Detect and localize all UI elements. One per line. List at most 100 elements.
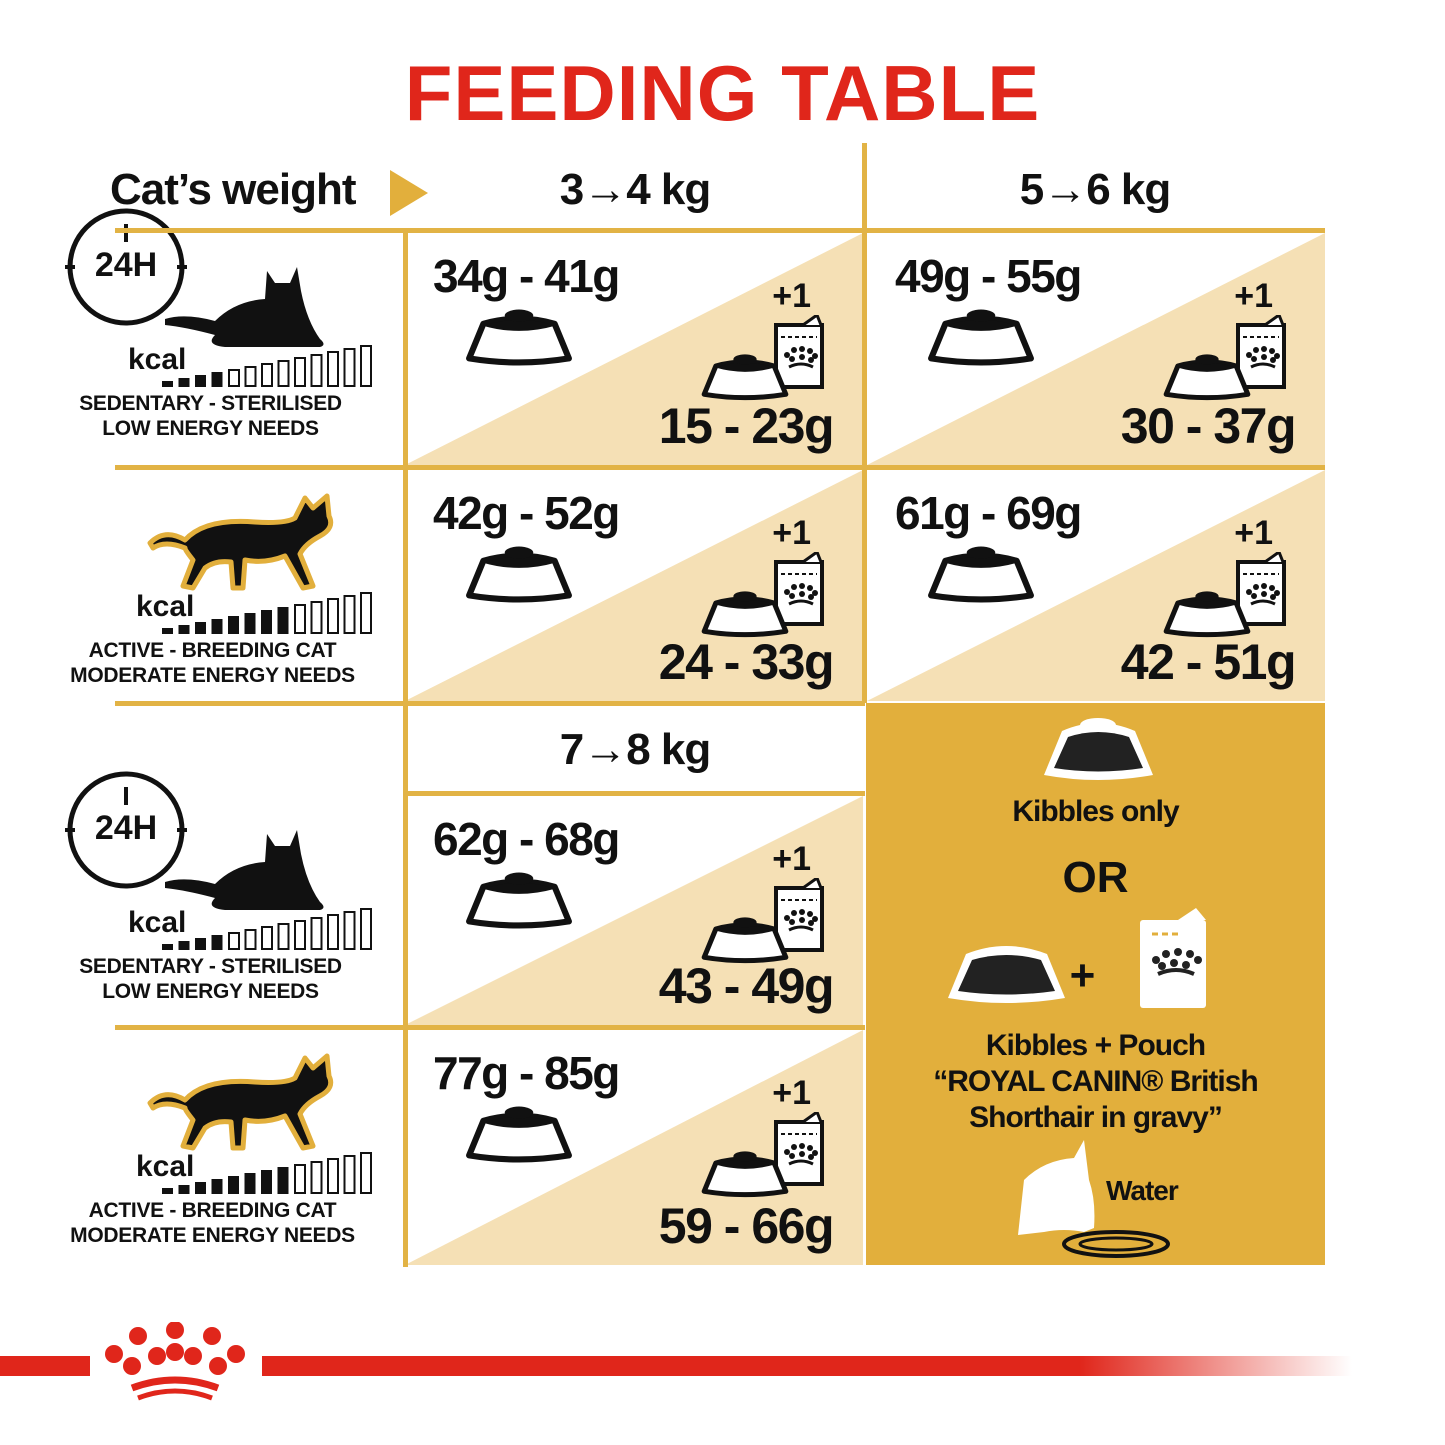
- clock-label: 24H: [94, 809, 158, 847]
- bowl-icon: [1044, 718, 1153, 780]
- kibbles-only-label: Kibbles only: [1012, 795, 1179, 828]
- 24h-clock-icon: 24H: [65, 206, 187, 333]
- profile-line2: MODERATE ENERGY NEEDS: [70, 664, 355, 687]
- kibbles-with-pouch-amount: 30 - 37g: [1120, 398, 1297, 454]
- bowl-icon: [463, 868, 575, 935]
- kcal-bars-icon: [160, 590, 380, 639]
- bowl-icon: [699, 1148, 791, 1203]
- bowl-icon: [1161, 351, 1253, 406]
- profile-sedentary: 24H kcal SEDENTARY - STERILISED LOW ENERGY …: [60, 771, 405, 1028]
- feeding-cell: 34g - 41g +1 15 - 23g: [405, 233, 863, 465]
- or-label: OR: [1062, 853, 1129, 902]
- divider: [862, 143, 867, 703]
- kibbles-pouch-line3: Shorthair in gravy”: [969, 1101, 1223, 1134]
- bowl-icon: [925, 305, 1037, 372]
- kibbles-only-amount: 42g - 52g: [433, 487, 620, 539]
- profile-line1: ACTIVE - BREEDING CAT: [88, 1199, 337, 1222]
- pouch-count: +1: [772, 840, 811, 878]
- clock-label: 24H: [94, 246, 158, 284]
- kibbles-only-amount: 61g - 69g: [895, 487, 1082, 539]
- water-label: Water: [1106, 1175, 1179, 1206]
- brand-bar-left: [0, 1356, 90, 1376]
- profile-sedentary: 24H kcal SEDENTARY - STERILISED LOW ENERGY …: [60, 208, 405, 465]
- kcal-label: kcal: [128, 343, 187, 376]
- kibbles-only-amount: 77g - 85g: [433, 1047, 620, 1099]
- feeding-cell: 62g - 68g +1 43 - 49g: [405, 796, 863, 1025]
- arrow-right-icon: [390, 170, 428, 216]
- kcal-bars-icon: [160, 1150, 380, 1199]
- weight-header-3-4: 3→4 kg: [559, 165, 712, 214]
- kibbles-pouch-line2: “ROYAL CANIN® British: [933, 1065, 1258, 1098]
- divider: [115, 465, 1325, 470]
- feeding-cell: 61g - 69g +1 42 - 51g: [867, 470, 1325, 701]
- bowl-icon: [699, 351, 791, 406]
- bowl-icon: [699, 914, 791, 969]
- diagonal-background: [405, 233, 863, 465]
- feeding-cell: 49g - 55g +1 30 - 37g: [867, 233, 1325, 465]
- diagonal-background: [405, 796, 863, 1025]
- divider: [115, 1025, 865, 1030]
- pouch-count: +1: [772, 277, 811, 315]
- feeding-cell: 77g - 85g +1 59 - 66g: [405, 1030, 863, 1265]
- profile-line1: SEDENTARY - STERILISED: [79, 955, 342, 978]
- pouch-icon: [1235, 312, 1287, 394]
- diagonal-background: [405, 1030, 863, 1265]
- pouch-icon: [1235, 549, 1287, 631]
- lying-cat-icon: [145, 824, 345, 919]
- kcal-bars-icon: [160, 343, 380, 392]
- profile-active: kcal ACTIVE - BREEDING CAT MODERATE ENERGY…: [60, 1030, 405, 1262]
- bowl-icon: [463, 305, 575, 372]
- divider: [115, 228, 1325, 233]
- walking-cat-icon: [145, 1048, 345, 1163]
- diagonal-background: [405, 470, 863, 701]
- bowl-icon: [1161, 588, 1253, 643]
- 24h-clock-icon: 24H: [65, 769, 187, 896]
- kcal-label: kcal: [136, 590, 195, 623]
- weight-header-5-6: 5→6 kg: [1019, 165, 1172, 214]
- diagonal-background: [867, 470, 1325, 701]
- bowl-icon: [948, 946, 1065, 1003]
- bowl-icon: [699, 588, 791, 643]
- kibbles-only-amount: 34g - 41g: [433, 250, 620, 302]
- profile-line2: LOW ENERGY NEEDS: [102, 980, 319, 1003]
- kibbles-only-amount: 49g - 55g: [895, 250, 1082, 302]
- feeding-cell: 42g - 52g +1 24 - 33g: [405, 470, 863, 701]
- pouch-icon: [1140, 908, 1206, 1008]
- page-title: FEEDING TABLE: [404, 49, 1041, 137]
- diagonal-background: [867, 233, 1325, 465]
- bowl-icon: [463, 1102, 575, 1169]
- pouch-count: +1: [772, 514, 811, 552]
- kibbles-with-pouch-amount: 59 - 66g: [658, 1198, 835, 1254]
- kcal-label: kcal: [136, 1150, 195, 1183]
- pouch-icon: [773, 549, 825, 631]
- kibbles-only-amount: 62g - 68g: [433, 813, 620, 865]
- kcal-bars-icon: [160, 906, 380, 955]
- profile-active: kcal ACTIVE - BREEDING CAT MODERATE ENERGY…: [60, 470, 405, 702]
- weight-header-7-8: 7→8 kg: [559, 725, 712, 774]
- profile-line2: LOW ENERGY NEEDS: [102, 417, 319, 440]
- profile-line1: SEDENTARY - STERILISED: [79, 392, 342, 415]
- kibbles-with-pouch-amount: 15 - 23g: [658, 398, 835, 454]
- royal-canin-crown-logo: [105, 1322, 245, 1401]
- pouch-count: +1: [1234, 514, 1273, 552]
- pouch-icon: [773, 312, 825, 394]
- profile-line2: MODERATE ENERGY NEEDS: [70, 1224, 355, 1247]
- lying-cat-icon: [145, 261, 345, 356]
- kibbles-with-pouch-amount: 42 - 51g: [1120, 634, 1297, 690]
- legend-panel: Kibbles only OR + Kibbles + Pouch “ROYAL…: [866, 703, 1325, 1265]
- cats-weight-label: Cat’s weight: [110, 165, 357, 214]
- kibbles-pouch-line1: Kibbles + Pouch: [985, 1029, 1206, 1062]
- pouch-icon: [773, 875, 825, 957]
- pouch-icon: [773, 1109, 825, 1191]
- bowl-icon: [925, 542, 1037, 609]
- walking-cat-icon: [145, 488, 345, 603]
- kcal-label: kcal: [128, 906, 187, 939]
- kibbles-with-pouch-amount: 43 - 49g: [658, 958, 835, 1014]
- profile-line1: ACTIVE - BREEDING CAT: [88, 639, 337, 662]
- divider: [405, 791, 865, 796]
- cat-drinking-icon: [1018, 1140, 1170, 1258]
- pouch-count: +1: [1234, 277, 1273, 315]
- pouch-count: +1: [772, 1074, 811, 1112]
- brand-bar-right: [262, 1356, 1352, 1376]
- bowl-icon: [463, 542, 575, 609]
